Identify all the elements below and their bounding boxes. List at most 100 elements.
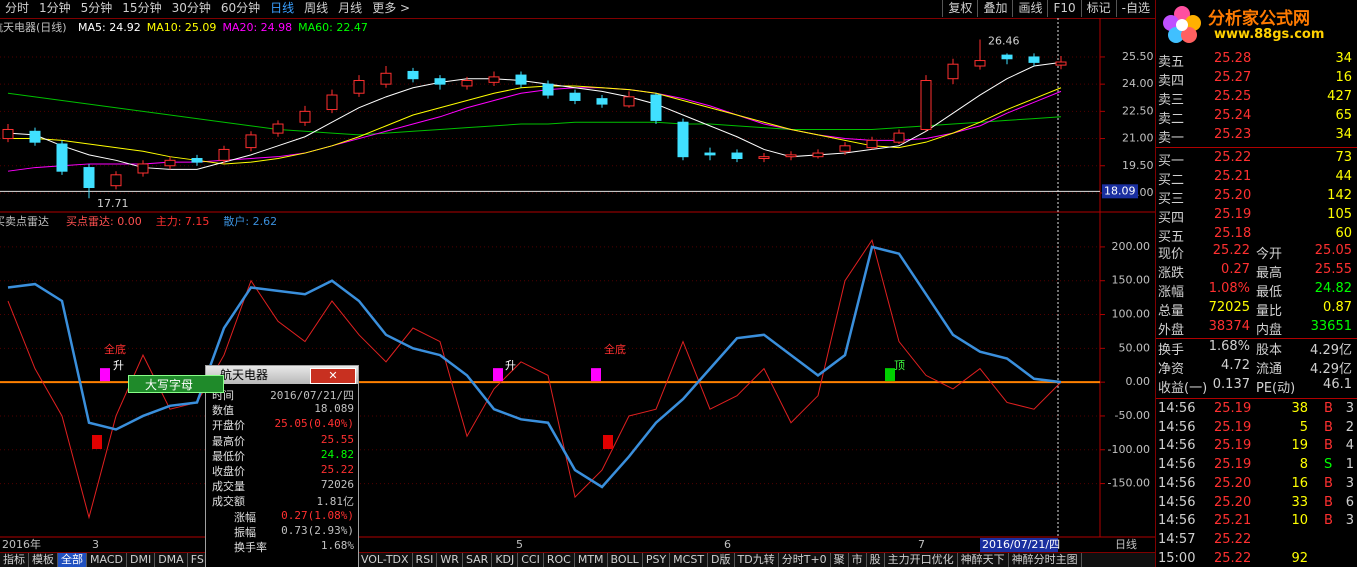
- toolbar-button[interactable]: F10: [1047, 0, 1080, 17]
- period-tab[interactable]: 1分钟: [39, 1, 71, 15]
- popup-label: 开盘价: [212, 419, 245, 433]
- candle-body: [110, 174, 122, 187]
- popup-label: 振幅: [234, 525, 256, 539]
- indicator-tab[interactable]: 神醉天下: [958, 553, 1009, 567]
- ime-toolbar[interactable]: 大写字母: [128, 375, 224, 393]
- trade-cell: 25.22: [1214, 531, 1252, 547]
- order-row: 买五 25.18 60: [1156, 225, 1356, 245]
- order-row: 卖二 25.24 65: [1156, 107, 1356, 127]
- indicator-tab[interactable]: 主力开口优化: [885, 553, 958, 567]
- trade-cell: 25.19: [1214, 438, 1252, 454]
- indicator-tab[interactable]: 分时T+0: [779, 553, 831, 567]
- candle-body: [1028, 56, 1040, 63]
- indicator-tab[interactable]: SAR: [463, 553, 493, 567]
- popup-label: 数值: [212, 404, 234, 418]
- period-tab[interactable]: 更多 >: [372, 1, 411, 15]
- indicator-tab[interactable]: CCI: [518, 553, 544, 567]
- period-tab[interactable]: 30分钟: [171, 1, 211, 15]
- order-row: 卖一 25.23 34: [1156, 126, 1356, 146]
- quote-label: 今开: [1256, 247, 1283, 262]
- candle-body: [731, 152, 743, 159]
- indicator-tab[interactable]: DMA: [155, 553, 188, 567]
- period-tab[interactable]: 分时: [5, 1, 30, 15]
- trade-cell: 3: [1345, 513, 1354, 529]
- line: [8, 85, 1062, 165]
- trade-cell: 14:56: [1158, 438, 1196, 454]
- indicator-tab[interactable]: 指标: [0, 553, 29, 567]
- indicator-tab[interactable]: 神醉分时主图: [1009, 553, 1082, 567]
- indicator-tab[interactable]: ROC: [544, 553, 575, 567]
- indicator-tab[interactable]: 全部: [58, 553, 87, 567]
- indicator-tab[interactable]: 市: [849, 553, 867, 567]
- toolbar-button[interactable]: -自选: [1115, 0, 1155, 17]
- indicator-tab[interactable]: VOL-TDX: [358, 553, 413, 567]
- quote-value: 1.08%: [1208, 281, 1250, 296]
- toolbar-button[interactable]: 标记: [1080, 0, 1116, 17]
- order-price: 25.22: [1214, 150, 1252, 165]
- indicator-tab[interactable]: RSI: [413, 553, 438, 567]
- y-tick-label: 21.00: [1122, 132, 1154, 145]
- trade-cell: 38: [1291, 401, 1308, 416]
- quote-value: 0.137: [1212, 377, 1250, 392]
- candle-body: [839, 145, 851, 152]
- low-annotation: 17.71: [97, 197, 129, 210]
- signal-label: 升: [505, 359, 516, 372]
- quote-value: 38374: [1208, 319, 1250, 334]
- period-tab[interactable]: 周线: [304, 1, 329, 15]
- candle-body: [488, 76, 500, 83]
- indicator-tab[interactable]: 股: [867, 553, 885, 567]
- order-row: 买三 25.20 142: [1156, 187, 1356, 207]
- candle-body: [83, 167, 95, 189]
- indicator-tab[interactable]: PSY: [643, 553, 671, 567]
- indicator-tab[interactable]: 模板: [29, 553, 58, 567]
- popup-value: 72026: [320, 478, 354, 492]
- quote-value: 33651: [1310, 319, 1352, 334]
- period-tab[interactable]: 15分钟: [122, 1, 162, 15]
- toolbar-button[interactable]: 画线: [1012, 0, 1047, 17]
- popup-label: 成交额: [212, 495, 245, 509]
- quote-value: 4.72: [1221, 358, 1250, 373]
- trade-cell: 1: [1345, 457, 1354, 473]
- quote-label: 总量: [1158, 304, 1185, 319]
- trade-cell: 14:56: [1158, 513, 1196, 529]
- order-price: 25.28: [1214, 51, 1252, 66]
- order-label: 卖三: [1158, 93, 1185, 108]
- period-tab[interactable]: 日线: [270, 1, 295, 15]
- period-tab[interactable]: 月线: [338, 1, 363, 15]
- trade-cell: 14:56: [1158, 457, 1196, 473]
- indicator-tab[interactable]: MTM: [575, 553, 608, 567]
- toolbar-button[interactable]: 叠加: [977, 0, 1012, 17]
- period-tab[interactable]: 5分钟: [80, 1, 113, 15]
- ma-label: MA10: 25.09: [147, 21, 217, 34]
- indicator-tab[interactable]: 聚: [831, 553, 849, 567]
- period-tab[interactable]: 60分钟: [220, 1, 261, 15]
- indicator-tab[interactable]: D版: [708, 553, 735, 567]
- indicator-tab[interactable]: KDJ: [492, 553, 519, 567]
- order-row: 买一 25.22 73: [1156, 149, 1356, 169]
- trade-cell: 15:00: [1158, 550, 1196, 566]
- quote-value: 0.87: [1323, 300, 1352, 315]
- indicator-tab[interactable]: MCST: [670, 553, 709, 567]
- order-price: 25.24: [1214, 108, 1252, 123]
- order-volume: 105: [1327, 207, 1352, 222]
- toolbar-button[interactable]: 复权: [942, 0, 977, 17]
- trade-cell: S: [1324, 457, 1333, 473]
- line: [7, 87, 1062, 172]
- indicator-tab[interactable]: WR: [437, 553, 463, 567]
- indicator-tab[interactable]: TD九转: [735, 553, 779, 567]
- order-label: 买五: [1158, 230, 1185, 245]
- popup-label: 涨幅: [234, 510, 256, 524]
- y-tick-label: 200.00: [1112, 240, 1151, 253]
- trade-cell: 25.19: [1214, 401, 1252, 416]
- trade-cell: 14:56: [1158, 475, 1196, 491]
- order-volume: 427: [1327, 89, 1352, 104]
- close-button[interactable]: ✕: [310, 368, 356, 384]
- cursor-value: 18.09: [1104, 184, 1136, 197]
- indicator-tab[interactable]: MACD: [87, 553, 127, 567]
- indicator-tabs: 指标模板全部MACDDMIDMAFSLTRIXBRARCRVROBVVOL-TD…: [0, 552, 1155, 567]
- quote-value: 1.68%: [1208, 339, 1250, 354]
- indicator-tab[interactable]: DMI: [127, 553, 156, 567]
- indicator-tab[interactable]: BOLL: [608, 553, 643, 567]
- indicator-title: 买卖点雷达: [0, 215, 49, 228]
